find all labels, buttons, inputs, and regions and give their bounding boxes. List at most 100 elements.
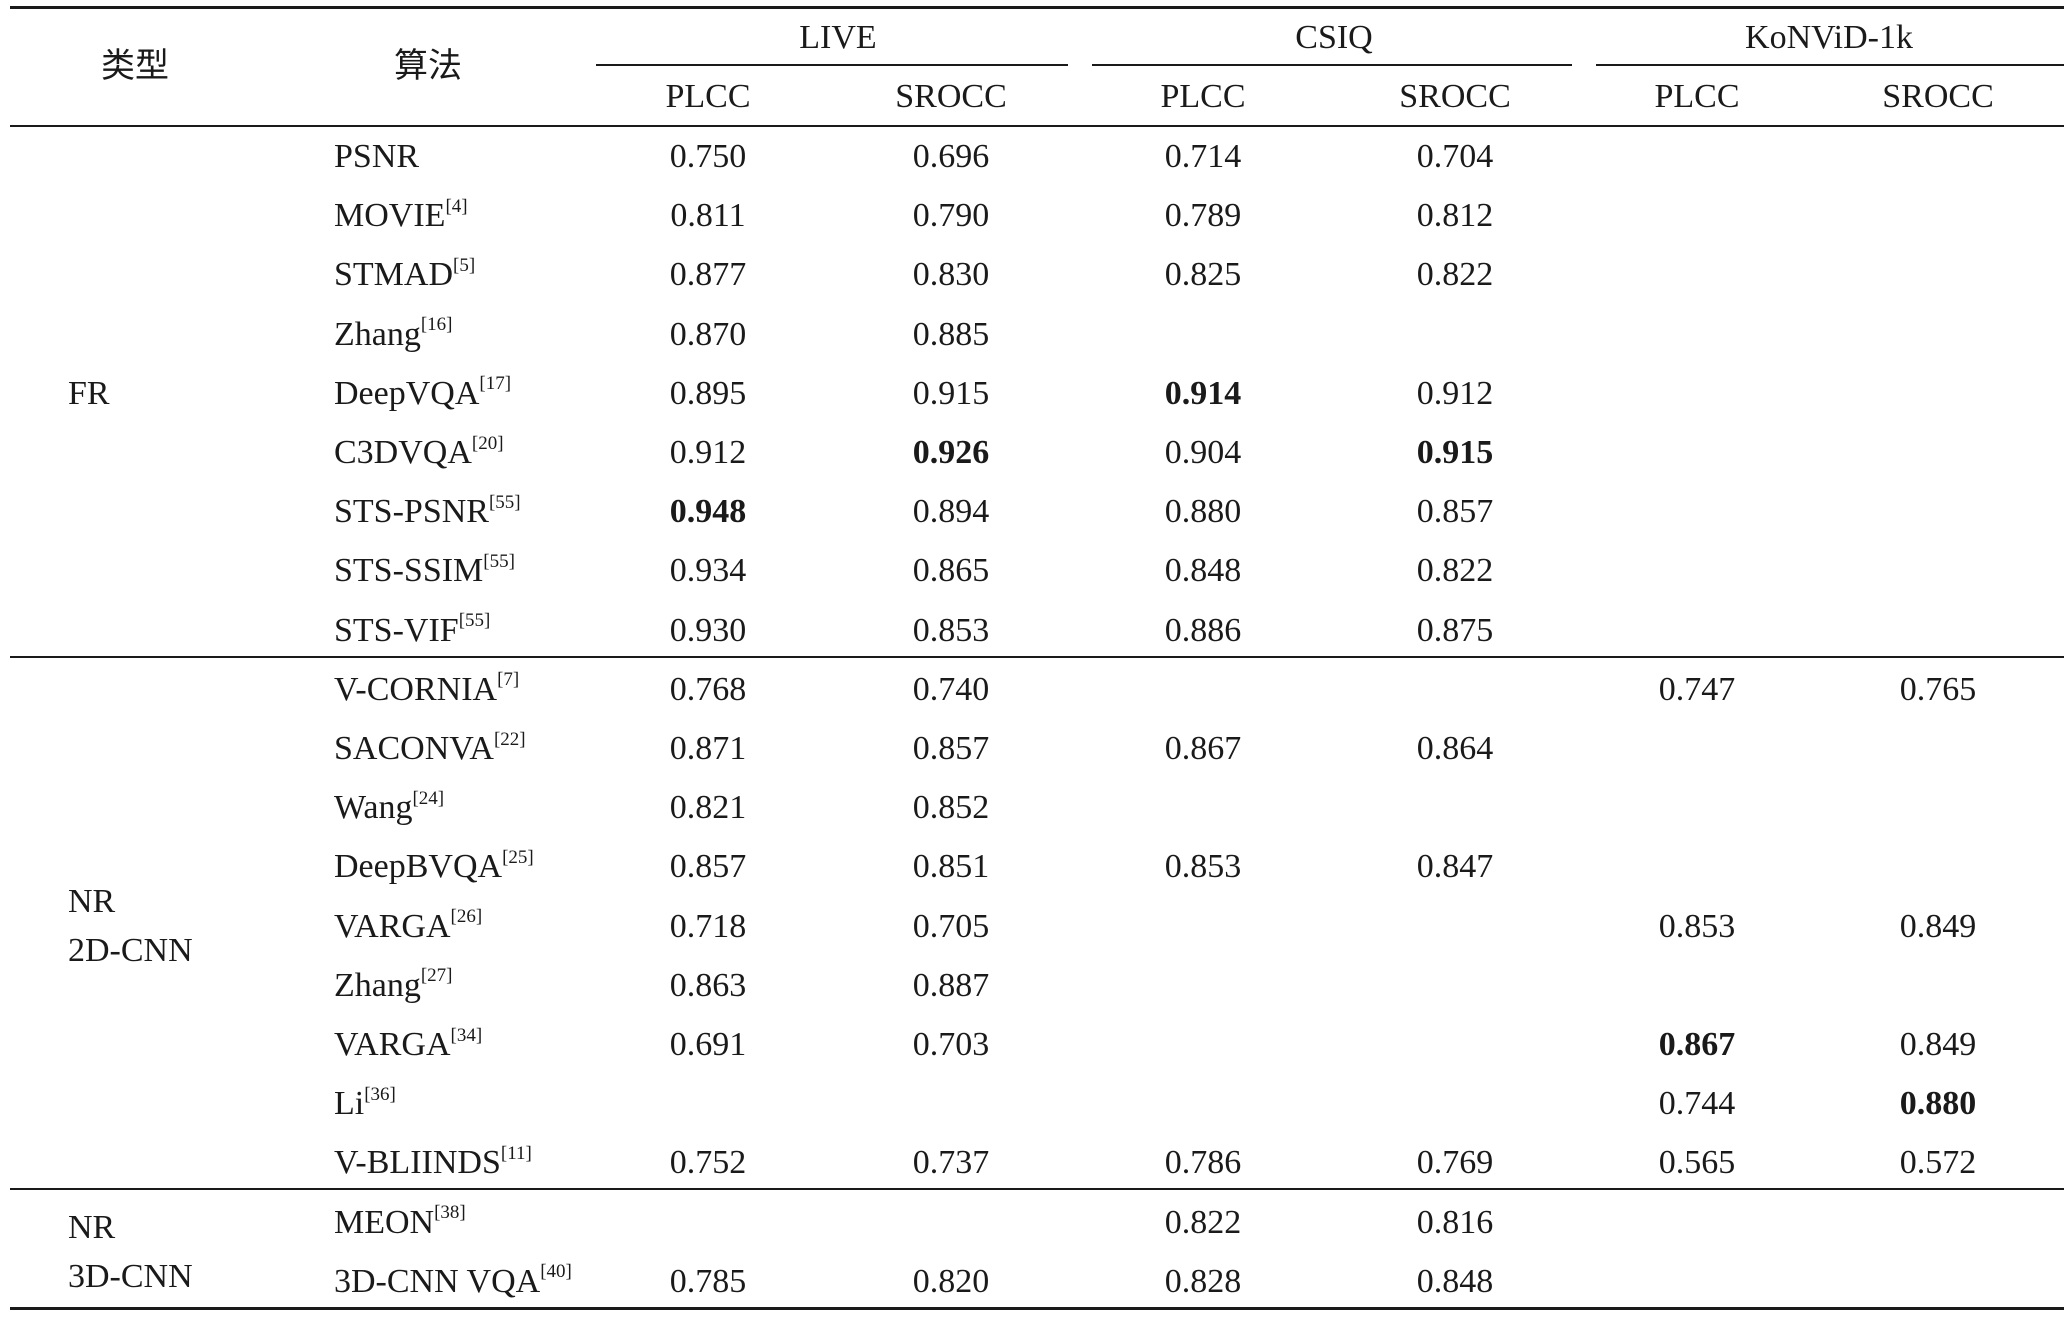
table-cell: 0.744 — [1658, 1085, 1736, 1123]
algorithm-label: Li — [334, 1085, 365, 1123]
table-cell: 0.870 — [669, 315, 747, 353]
live-group-rule — [596, 64, 1068, 66]
algorithm-label: Zhang — [334, 966, 421, 1004]
table-cell: 0.851 — [912, 848, 990, 886]
table-cell: 0.930 — [669, 611, 747, 649]
algorithm-label: VARGA — [334, 1026, 451, 1063]
citation-ref: [27] — [420, 965, 453, 987]
citation-ref: [34] — [450, 1024, 483, 1046]
table-cell: 0.565 — [1658, 1144, 1736, 1182]
top-rule — [10, 6, 2064, 9]
table-cell: 0.912 — [669, 434, 747, 471]
table-cell: 0.864 — [1416, 730, 1494, 767]
algorithm-label: V-BLIINDS — [334, 1144, 501, 1182]
table-cell: 0.830 — [912, 256, 990, 294]
table-cell: 0.885 — [912, 315, 990, 353]
algorithm-label: Wang — [334, 789, 413, 827]
citation-ref: [4] — [445, 195, 468, 217]
algorithm-label: STMAD — [334, 256, 454, 294]
table-cell: 0.871 — [669, 730, 747, 767]
table-cell: 0.895 — [669, 374, 747, 412]
table-cell: 0.880 — [1164, 493, 1242, 531]
algorithm-label: SACONVA — [334, 730, 494, 767]
header-metric: SROCC — [1882, 78, 1994, 115]
table-cell: 0.894 — [912, 493, 990, 531]
algorithm-label: VARGA — [334, 907, 451, 945]
table-cell: 0.848 — [1416, 1262, 1494, 1300]
group-label-nr2d-line2: 2D-CNN — [68, 932, 193, 969]
table-cell: 0.914 — [1164, 374, 1242, 412]
table-cell: 0.880 — [1899, 1085, 1977, 1123]
table-cell: 0.816 — [1416, 1203, 1494, 1241]
table-cell: 0.812 — [1416, 197, 1494, 235]
algorithm-label: 3D-CNN VQA — [334, 1262, 541, 1300]
table-cell: 0.789 — [1164, 197, 1242, 235]
algorithm-name: VARGA[26] — [334, 907, 482, 947]
table-cell: 0.934 — [669, 552, 747, 590]
table-cell: 0.821 — [669, 789, 747, 827]
table-cell: 0.822 — [1416, 552, 1494, 590]
table-cell: 0.703 — [912, 1026, 990, 1063]
header-metric: PLCC — [665, 78, 751, 115]
header-type: 类型 — [101, 48, 169, 85]
table-cell: 0.867 — [1658, 1026, 1736, 1063]
table-cell: 0.875 — [1416, 611, 1494, 649]
table-cell: 0.769 — [1416, 1144, 1494, 1182]
group-label-nr3d-line1: NR — [68, 1209, 116, 1246]
table-cell: 0.822 — [1416, 256, 1494, 294]
csiq-group-rule — [1092, 64, 1572, 66]
group-label-fr: FR — [68, 375, 110, 412]
header-algorithm: 算法 — [394, 48, 462, 85]
table-cell: 0.849 — [1899, 1026, 1977, 1063]
citation-ref: [55] — [458, 610, 491, 632]
header-metric: PLCC — [1654, 78, 1740, 115]
algorithm-name: STS-SSIM[55] — [334, 551, 515, 591]
algorithm-name: Zhang[27] — [334, 966, 453, 1006]
table-cell: 0.849 — [1899, 907, 1977, 945]
table-cell: 0.705 — [912, 907, 990, 945]
table-cell: 0.714 — [1164, 138, 1242, 175]
algorithm-name: V-BLIINDS[11] — [334, 1143, 532, 1183]
header-rule — [10, 125, 2064, 127]
algorithm-label: C3DVQA — [334, 434, 472, 471]
table-cell: 0.786 — [1164, 1144, 1242, 1182]
table-cell: 0.847 — [1416, 848, 1494, 886]
citation-ref: [26] — [450, 906, 483, 928]
table-cell: 0.857 — [1416, 493, 1494, 531]
table-cell: 0.904 — [1164, 434, 1242, 471]
table-cell: 0.704 — [1416, 138, 1494, 175]
citation-ref: [55] — [483, 551, 515, 573]
algorithm-name: 3D-CNN VQA[40] — [334, 1262, 572, 1302]
algorithm-name: SACONVA[22] — [334, 729, 526, 769]
table-cell: 0.915 — [912, 374, 990, 412]
table-cell: 0.572 — [1899, 1144, 1977, 1182]
table-cell: 0.877 — [669, 256, 747, 294]
algorithm-name: STS-VIF[55] — [334, 611, 490, 651]
table-cell: 0.737 — [912, 1144, 990, 1182]
table-cell: 0.820 — [912, 1262, 990, 1300]
table-cell: 0.765 — [1899, 670, 1977, 708]
algorithm-name: STS-PSNR[55] — [334, 492, 521, 532]
algorithm-label: STS-VIF — [334, 611, 459, 649]
algorithm-name: V-CORNIA[7] — [334, 670, 519, 710]
table-cell: 0.691 — [669, 1026, 747, 1063]
fr-group-rule — [10, 656, 2064, 658]
table-cell: 0.886 — [1164, 611, 1242, 649]
table-cell: 0.768 — [669, 670, 747, 708]
table-cell: 0.867 — [1164, 730, 1242, 767]
algorithm-label: Zhang — [334, 315, 421, 353]
algorithm-name: Li[36] — [334, 1084, 396, 1124]
citation-ref: [5] — [453, 255, 476, 277]
table-cell: 0.752 — [669, 1144, 747, 1182]
algorithm-label: PSNR — [334, 138, 420, 175]
algorithm-name: C3DVQA[20] — [334, 433, 504, 473]
table-cell: 0.863 — [669, 966, 747, 1004]
algorithm-name: Wang[24] — [334, 788, 444, 828]
algorithm-name: DeepVQA[17] — [334, 374, 511, 414]
table-cell: 0.912 — [1416, 374, 1494, 412]
table-cell: 0.811 — [670, 197, 746, 235]
table-cell: 0.740 — [912, 670, 990, 708]
header-metric: SROCC — [1399, 78, 1511, 115]
nr2d-group-rule — [10, 1188, 2064, 1190]
citation-ref: [22] — [493, 728, 526, 750]
